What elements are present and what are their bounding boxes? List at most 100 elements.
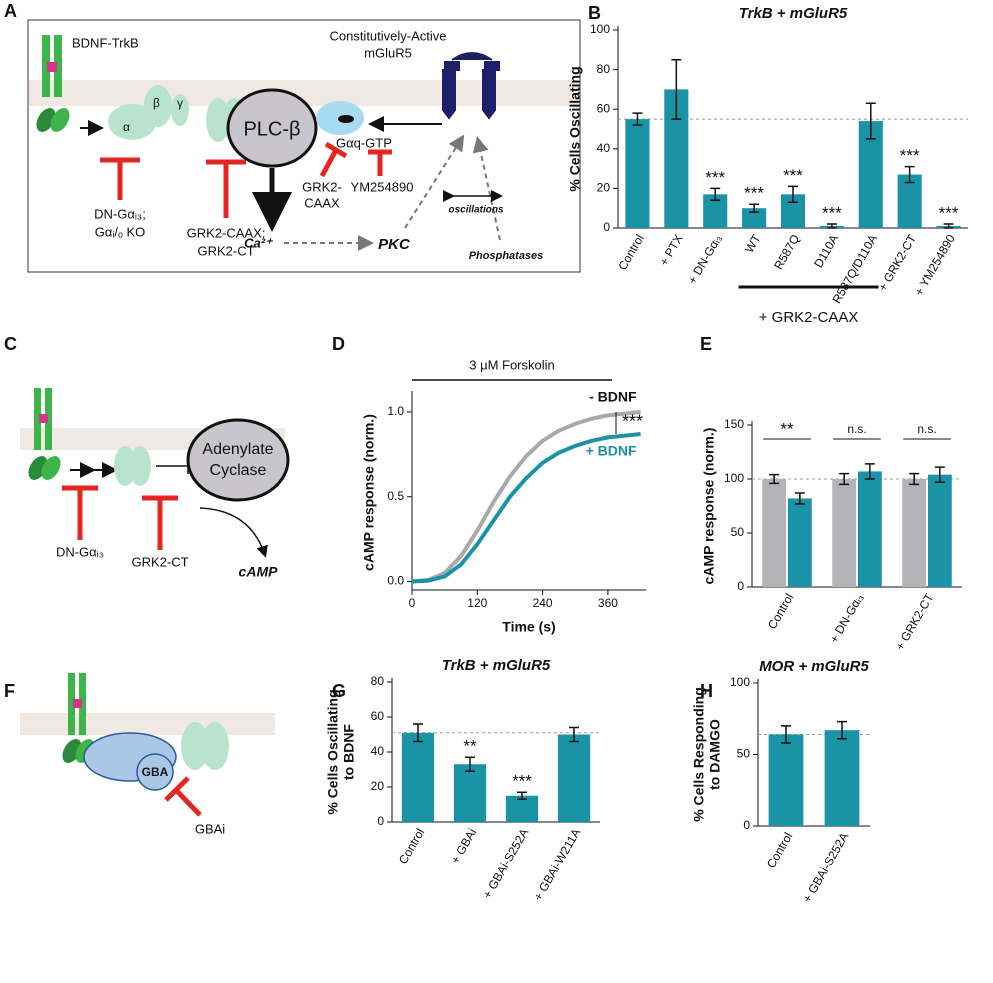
panel-letter: B xyxy=(588,3,601,23)
bar xyxy=(401,732,435,822)
x-tick-label: + PTX xyxy=(657,232,686,268)
inhibitor xyxy=(368,149,392,176)
x-tick-label: 240 xyxy=(533,596,553,610)
label: GBAi xyxy=(195,821,225,836)
label: CAAX xyxy=(304,195,340,210)
panel-letter: H xyxy=(700,681,713,701)
label: Adenylate xyxy=(202,441,273,458)
label: mGluR5 xyxy=(364,45,412,60)
diagram-f: F GBA GBAi xyxy=(4,673,275,836)
x-tick-label: Control xyxy=(615,232,646,273)
bar xyxy=(824,730,860,826)
error-bar xyxy=(839,472,850,486)
y-tick-label: 80 xyxy=(371,674,385,688)
chart-title: TrkB + mGluR5 xyxy=(442,657,551,674)
x-tick-label: + GRK2-CT xyxy=(893,591,937,653)
x-tick-label: + DN-Gαᵢ₃ xyxy=(827,591,867,645)
group-label: + GRK2-CAAX xyxy=(759,309,859,326)
treatment-label: 3 μM Forskolin xyxy=(469,357,555,372)
plc xyxy=(226,88,318,168)
label: GRK2- xyxy=(302,179,342,194)
inhibitor xyxy=(206,159,246,218)
kinase xyxy=(41,456,61,480)
g-protein xyxy=(181,722,209,770)
error-bar xyxy=(934,466,945,483)
label: oscillations xyxy=(448,205,503,216)
frame xyxy=(27,19,581,273)
g-protein xyxy=(129,446,151,486)
arrow xyxy=(472,136,501,241)
error-bar xyxy=(413,723,423,743)
error-bar xyxy=(909,472,920,486)
significance: *** xyxy=(512,772,532,791)
label: BDNF-TrkB xyxy=(72,35,139,50)
mglur5 xyxy=(442,52,500,120)
y-axis-label: cAMP response (norm.) xyxy=(361,414,377,571)
significance: *** xyxy=(744,184,764,203)
y-tick-label: 0 xyxy=(743,818,750,832)
label: YM254890 xyxy=(351,179,414,194)
series-line xyxy=(411,409,641,584)
y-tick-label: 20 xyxy=(597,181,611,195)
label: PKC xyxy=(378,236,411,253)
y-tick-label: 150 xyxy=(724,417,744,431)
y-tick-label: 40 xyxy=(371,744,385,758)
significance: *** xyxy=(622,412,643,432)
g-protein xyxy=(201,722,229,770)
panel-letter: A xyxy=(4,1,17,21)
x-tick-label: + GBAi xyxy=(448,826,479,866)
label: Constitutively-Active xyxy=(329,28,446,43)
error-bar xyxy=(788,185,798,204)
bar xyxy=(505,795,539,822)
label: GRK2-CT xyxy=(197,243,254,258)
bar xyxy=(557,734,591,822)
y-tick-label: 50 xyxy=(731,525,745,539)
x-tick-label: 360 xyxy=(598,596,618,610)
x-tick-label: + DN-Gαᵢ₃ xyxy=(685,232,725,286)
bar xyxy=(897,174,922,228)
panel-letter: C xyxy=(4,334,17,354)
x-tick-label: + YM254890 xyxy=(912,232,958,298)
bar xyxy=(625,119,650,228)
adenylate-cyclase xyxy=(186,418,290,502)
receptor xyxy=(42,35,50,97)
gba-motif xyxy=(136,753,174,791)
chart-title: TrkB + mGluR5 xyxy=(739,5,848,22)
x-tick-label: D110A xyxy=(811,232,841,270)
error-bar xyxy=(569,726,579,743)
significance: n.s. xyxy=(847,422,866,436)
label: GRK2-CT xyxy=(131,554,188,569)
label: Cyclase xyxy=(210,462,267,479)
panel-letter: G xyxy=(332,681,346,701)
error-bar xyxy=(943,223,954,229)
error-bar xyxy=(826,223,837,229)
receptor xyxy=(34,388,41,450)
ligand xyxy=(47,62,57,72)
bar xyxy=(742,208,767,228)
bar xyxy=(902,479,927,587)
label: Ca²⁺ xyxy=(244,235,274,250)
inhibitor xyxy=(100,157,140,200)
receptor xyxy=(45,388,52,450)
bar xyxy=(832,479,857,587)
x-tick-label: 0 xyxy=(409,596,416,610)
diagram-a: A BDNF-TrkB Constitutively-Active mGluR5… xyxy=(4,1,581,273)
x-tick-label: Control xyxy=(765,591,796,632)
error-bar xyxy=(904,165,915,184)
y-tick-label: 60 xyxy=(371,709,385,723)
gtp xyxy=(338,115,354,123)
inhibitor xyxy=(142,495,178,550)
y-axis-label: to BDNF xyxy=(341,724,357,780)
series-label: - BDNF xyxy=(589,389,637,405)
inhibitor xyxy=(62,485,98,540)
series-label: + BDNF xyxy=(586,443,637,459)
panel-letter: E xyxy=(700,334,712,354)
chart-title: MOR + mGluR5 xyxy=(759,658,869,675)
label: DN-Gαᵢ₃ xyxy=(56,544,104,559)
error-bar xyxy=(794,492,805,505)
y-axis-label: cAMP response (norm.) xyxy=(701,428,717,585)
diagram-c: C Adenylate Cyclase DN-Gαᵢ₃ GRK2-CT cAMP xyxy=(4,334,290,580)
error-bar xyxy=(671,58,682,120)
y-tick-label: 20 xyxy=(371,779,385,793)
significance: *** xyxy=(783,166,803,185)
